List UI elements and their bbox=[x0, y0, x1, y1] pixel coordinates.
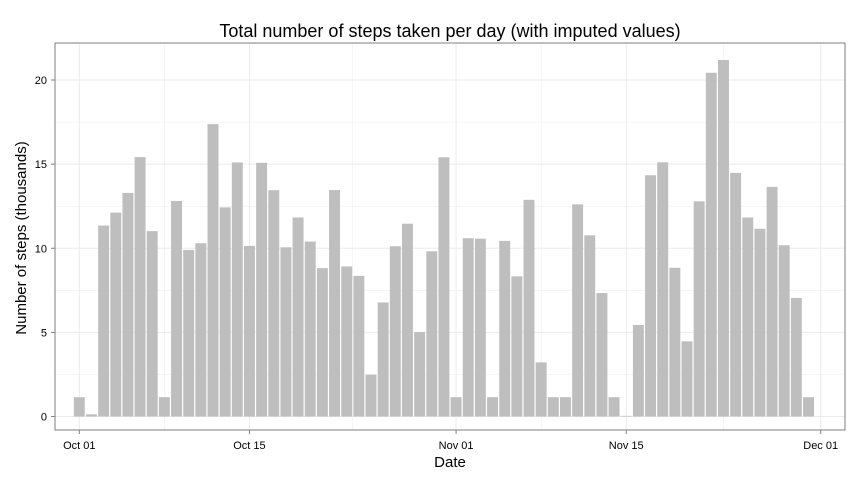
bar-2012-10-16 bbox=[256, 162, 268, 417]
bar-2012-11-13 bbox=[596, 293, 608, 417]
bar-2012-11-11 bbox=[572, 204, 584, 417]
x-axis: Oct 01 Oct 15 Nov 01 Nov 15 Dec 01 bbox=[63, 430, 838, 452]
bar-2012-10-27 bbox=[389, 246, 401, 417]
bar-2012-11-12 bbox=[584, 235, 596, 417]
bar-2012-10-22 bbox=[329, 190, 341, 417]
bar-2012-10-26 bbox=[377, 302, 389, 417]
bar-2012-10-24 bbox=[353, 275, 365, 417]
bar-2012-10-28 bbox=[401, 223, 413, 417]
bar-2012-11-15 bbox=[620, 415, 632, 417]
bar-2012-11-02 bbox=[462, 238, 474, 417]
bar-2012-11-04 bbox=[487, 397, 499, 417]
bar-2012-11-21 bbox=[693, 201, 705, 417]
y-tick-label: 5 bbox=[41, 327, 47, 339]
bar-2012-11-19 bbox=[669, 267, 681, 417]
bar-2012-11-25 bbox=[742, 217, 754, 417]
bar-2012-11-27 bbox=[766, 186, 778, 417]
bar-2012-11-28 bbox=[778, 245, 790, 417]
bars bbox=[73, 59, 815, 417]
y-axis-title: Number of steps (thousands) bbox=[13, 141, 30, 334]
bar-2012-10-03 bbox=[98, 225, 110, 417]
bar-2012-10-17 bbox=[268, 190, 280, 417]
bar-2012-10-20 bbox=[304, 241, 316, 417]
bar-2012-11-18 bbox=[657, 162, 669, 417]
bar-2012-10-06 bbox=[134, 157, 146, 417]
plot-panel-border bbox=[54, 42, 846, 431]
y-tick-label: 20 bbox=[35, 75, 47, 87]
bar-2012-10-25 bbox=[365, 374, 377, 417]
bar-2012-11-17 bbox=[645, 175, 657, 417]
bar-2012-11-03 bbox=[474, 238, 486, 417]
bar-2012-10-01 bbox=[73, 397, 85, 417]
bar-2012-10-08 bbox=[158, 397, 170, 417]
bar-2012-10-09 bbox=[171, 200, 183, 417]
bar-2012-11-16 bbox=[632, 325, 644, 417]
bar-2012-10-15 bbox=[243, 245, 255, 417]
bar-2012-10-31 bbox=[438, 157, 450, 417]
bar-2012-10-13 bbox=[219, 207, 231, 417]
bar-2012-10-02 bbox=[85, 414, 97, 417]
x-axis-title: Date bbox=[434, 454, 466, 471]
bar-2012-10-18 bbox=[280, 247, 292, 417]
bar-2012-11-09 bbox=[547, 397, 559, 417]
bar-2012-10-14 bbox=[231, 162, 243, 417]
y-axis: 0 5 10 15 20 bbox=[35, 75, 55, 424]
bar-2012-11-22 bbox=[705, 72, 717, 417]
bar-2012-11-29 bbox=[790, 297, 802, 417]
bar-2012-10-29 bbox=[414, 332, 426, 417]
bar-2012-10-04 bbox=[110, 212, 122, 417]
bar-2012-10-11 bbox=[195, 243, 207, 417]
y-tick-label: 0 bbox=[41, 412, 47, 424]
bar-2012-11-14 bbox=[608, 397, 620, 417]
bar-2012-10-23 bbox=[341, 266, 353, 417]
x-tick-label: Nov 01 bbox=[439, 440, 474, 452]
bar-2012-10-30 bbox=[426, 251, 438, 417]
x-tick-label: Oct 01 bbox=[63, 440, 95, 452]
bar-2012-10-12 bbox=[207, 124, 219, 417]
chart-title: Total number of steps taken per day (wit… bbox=[219, 21, 680, 41]
bar-2012-11-07 bbox=[523, 199, 535, 417]
bar-2012-11-30 bbox=[803, 397, 815, 417]
bar-2012-11-26 bbox=[754, 228, 766, 417]
x-tick-label: Dec 01 bbox=[803, 440, 838, 452]
bar-2012-10-10 bbox=[183, 249, 195, 417]
bar-2012-10-19 bbox=[292, 217, 304, 417]
bar-2012-10-05 bbox=[122, 192, 134, 417]
bar-2012-11-10 bbox=[559, 397, 571, 417]
bar-2012-11-05 bbox=[499, 240, 511, 417]
bar-2012-11-08 bbox=[535, 362, 547, 417]
x-tick-label: Oct 15 bbox=[233, 440, 265, 452]
bar-2012-11-06 bbox=[511, 276, 523, 417]
bar-2012-11-01 bbox=[450, 397, 462, 417]
bar-2012-11-23 bbox=[717, 59, 729, 417]
y-tick-label: 10 bbox=[35, 243, 47, 255]
bar-2012-10-21 bbox=[316, 268, 328, 417]
x-tick-label: Nov 15 bbox=[609, 440, 644, 452]
bar-2012-11-24 bbox=[730, 172, 742, 417]
bar-2012-11-20 bbox=[681, 341, 693, 417]
y-tick-label: 15 bbox=[35, 159, 47, 171]
bar-2012-10-07 bbox=[146, 231, 158, 417]
